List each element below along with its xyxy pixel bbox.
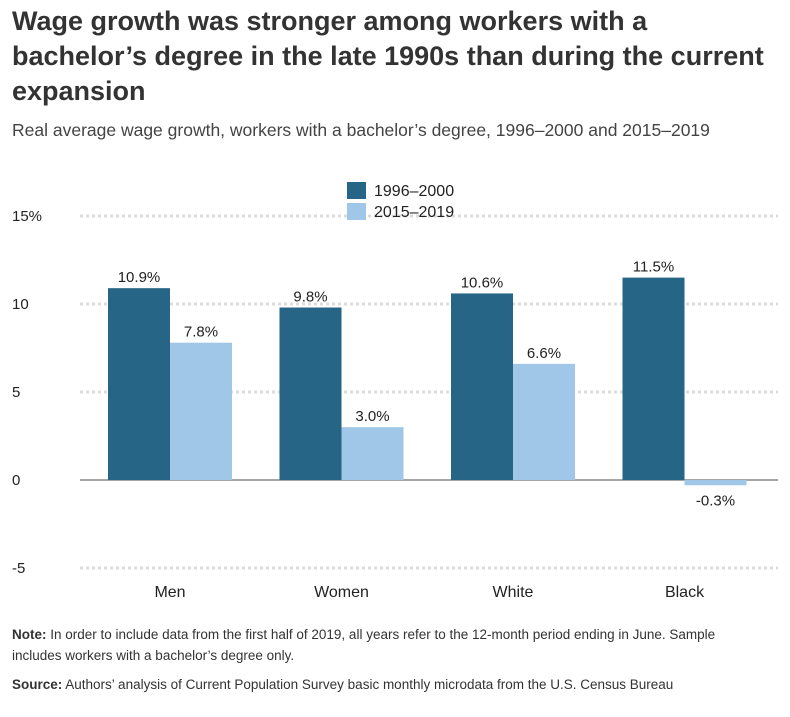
y-tick-label: 5 (12, 384, 20, 401)
note-label: Note: (12, 627, 47, 642)
legend-label: 1996–2000 (374, 183, 454, 200)
data-label: 11.5% (633, 259, 674, 276)
source-text: Authors’ analysis of Current Population … (65, 677, 674, 692)
bar (451, 293, 513, 480)
data-label: 3.0% (355, 408, 389, 425)
chart-source: Source: Authors’ analysis of Current Pop… (12, 674, 752, 695)
chart-title: Wage growth was stronger among workers w… (12, 6, 764, 106)
source-label: Source: (12, 677, 63, 692)
chart-subtitle: Real average wage growth, workers with a… (12, 120, 710, 140)
x-category-label: Women (314, 584, 369, 601)
y-tick-label: 0 (12, 472, 20, 489)
y-tick-label: -5 (12, 560, 25, 577)
legend-label: 2015–2019 (374, 204, 454, 221)
bar-chart: 15% 10 5 0 -5 10.9% 7.8% Men 9.8% 3.0% Women 10.6%… (12, 182, 778, 601)
bar (622, 277, 685, 480)
data-label: 10.6% (461, 274, 504, 291)
chart-note: Note: In order to include data from the … (12, 624, 752, 666)
bar (684, 480, 747, 486)
y-tick-label: 10 (12, 296, 29, 313)
legend-swatch (347, 203, 366, 220)
bar (341, 427, 404, 480)
data-label: 7.8% (184, 324, 218, 341)
data-label: 9.8% (293, 289, 327, 306)
bar (513, 363, 575, 480)
label-layer: 10.9% 7.8% Men 9.8% 3.0% Women 10.6% 6.6% White 1… (118, 259, 735, 601)
y-tick-label: 15% (12, 208, 42, 225)
x-category-label: White (493, 584, 534, 601)
x-category-label: Men (154, 584, 185, 601)
bar-layer (108, 277, 747, 486)
legend-swatch (347, 182, 366, 199)
bar (108, 288, 170, 480)
bar (279, 307, 342, 480)
x-category-label: Black (665, 584, 705, 601)
data-label: 10.9% (118, 269, 161, 286)
data-label: -0.3% (696, 492, 735, 509)
legend: 1996–2000 2015–2019 (347, 182, 454, 221)
bar (170, 342, 232, 480)
data-label: 6.6% (527, 345, 561, 362)
note-text: In order to include data from the first … (12, 627, 716, 663)
